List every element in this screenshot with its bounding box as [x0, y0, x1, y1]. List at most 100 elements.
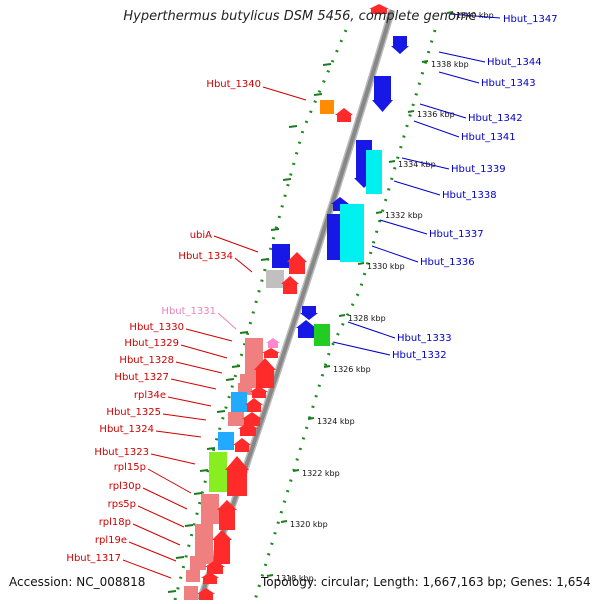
gene-body	[214, 540, 230, 564]
gene-box-lightblue	[218, 432, 234, 450]
gene-body	[207, 567, 223, 574]
gene-label-left: rpl30p	[109, 481, 141, 492]
gene-arrowhead	[287, 252, 307, 262]
gene-feature	[242, 412, 262, 426]
gene-label-right: Hbut_1332	[392, 350, 447, 361]
gene-body	[371, 9, 387, 14]
gene-label-right: Hbut_1342	[468, 113, 523, 124]
scale-tick-label: 1326 kbp	[333, 365, 371, 374]
gene-label-left: Hbut_1340	[206, 79, 261, 90]
gene-body	[203, 578, 217, 584]
gene-body	[240, 429, 256, 436]
gene-arrowhead	[335, 108, 353, 115]
gene-label-left-leader	[147, 468, 192, 494]
gene-arrowhead	[201, 572, 219, 578]
gene-label-right-leader	[401, 157, 450, 170]
gene-label-left-leader	[150, 453, 196, 465]
scale-tick	[338, 314, 346, 317]
gene-label-left: Hbut_1330	[129, 322, 184, 333]
scale-tick	[357, 262, 365, 265]
gene-feature	[287, 252, 307, 274]
gene-box-pink	[195, 524, 213, 564]
guide-tick	[184, 524, 194, 527]
scale-tick	[446, 11, 454, 14]
gene-label-left: Hbut_1329	[124, 338, 179, 349]
gene-arrowhead	[254, 358, 276, 370]
gene-label-right-leader	[419, 103, 467, 119]
gene-feature	[238, 422, 258, 436]
gene-label-right-leader	[393, 180, 441, 196]
gene-body	[289, 262, 305, 274]
gene-body	[247, 405, 261, 412]
gene-label-right-leader	[449, 13, 501, 19]
gene-label-left-leader	[213, 235, 259, 253]
guide-tick	[193, 492, 203, 495]
gene-feature	[245, 398, 263, 412]
gene-label-left: ubiA	[190, 230, 212, 241]
scale-tick-label: 1334 kbp	[398, 160, 436, 169]
gene-arrowhead	[225, 456, 249, 470]
gene-label-left: Hbut_1325	[106, 407, 161, 418]
gene-feature	[300, 306, 318, 320]
gene-body	[302, 306, 316, 313]
gene-label-left-leader	[122, 559, 172, 579]
gene-label-right-leader	[438, 71, 480, 84]
gene-body	[252, 392, 266, 398]
genome-summary-text: Topology: circular; Length: 1,667,163 bp…	[261, 575, 591, 589]
gene-box-pink	[186, 570, 200, 582]
gene-label-left-leader	[175, 361, 223, 374]
gene-label-right-leader	[413, 120, 460, 138]
guide-tick	[282, 178, 292, 181]
guide-tick	[260, 258, 270, 261]
gene-body	[264, 353, 278, 358]
gene-feature	[233, 438, 251, 452]
gene-label-left-leader	[128, 541, 177, 562]
gene-feature	[225, 456, 249, 496]
scale-tick-label: 1320 kbp	[290, 520, 328, 529]
gene-arrowhead	[266, 338, 280, 343]
gene-body	[199, 594, 213, 600]
gene-feature	[391, 36, 409, 54]
gene-box-cyan	[340, 204, 364, 262]
scale-tick-label: 1324 kbp	[317, 417, 355, 426]
gene-feature	[254, 358, 276, 388]
gene-box-blue	[272, 244, 290, 268]
guide-tick	[216, 410, 226, 413]
gene-label-left-leader	[162, 413, 207, 421]
guide-tick	[313, 93, 323, 96]
gene-arrowhead	[205, 560, 225, 567]
scale-tick	[292, 469, 300, 472]
accession-text: Accession: NC_008818	[9, 575, 146, 589]
scale-tick	[375, 211, 383, 214]
gene-label-right: Hbut_1347	[503, 14, 558, 25]
gene-arrowhead	[369, 4, 389, 9]
scale-tick-label: 1322 kbp	[302, 469, 340, 478]
scale-tick	[323, 365, 331, 368]
gene-feature	[197, 588, 215, 600]
gene-label-left: Hbut_1331	[161, 306, 216, 317]
scale-tick	[280, 520, 288, 523]
gene-body	[244, 419, 260, 426]
gene-label-right: Hbut_1337	[429, 229, 484, 240]
gene-label-right-leader	[438, 51, 486, 63]
scale-tick	[421, 60, 429, 63]
gene-box-lightblue	[231, 392, 247, 412]
gene-arrowhead	[242, 412, 262, 419]
gene-body	[283, 284, 297, 294]
gene-box-cyan	[366, 150, 382, 194]
scale-tick	[388, 160, 396, 163]
gene-arrowhead	[300, 313, 318, 320]
gene-body	[374, 76, 391, 100]
gene-feature	[281, 276, 299, 294]
guide-tick	[239, 331, 249, 334]
gene-label-right: Hbut_1343	[481, 78, 536, 89]
gene-body	[393, 36, 407, 46]
gene-box-pink	[245, 338, 263, 374]
guide-tick	[288, 125, 298, 128]
gene-label-left-leader	[262, 86, 307, 101]
guide-tick	[225, 378, 235, 381]
gene-feature	[296, 320, 316, 338]
scale-tick	[266, 574, 274, 577]
gene-arrowhead	[372, 100, 393, 112]
gene-label-left-leader	[142, 487, 188, 510]
